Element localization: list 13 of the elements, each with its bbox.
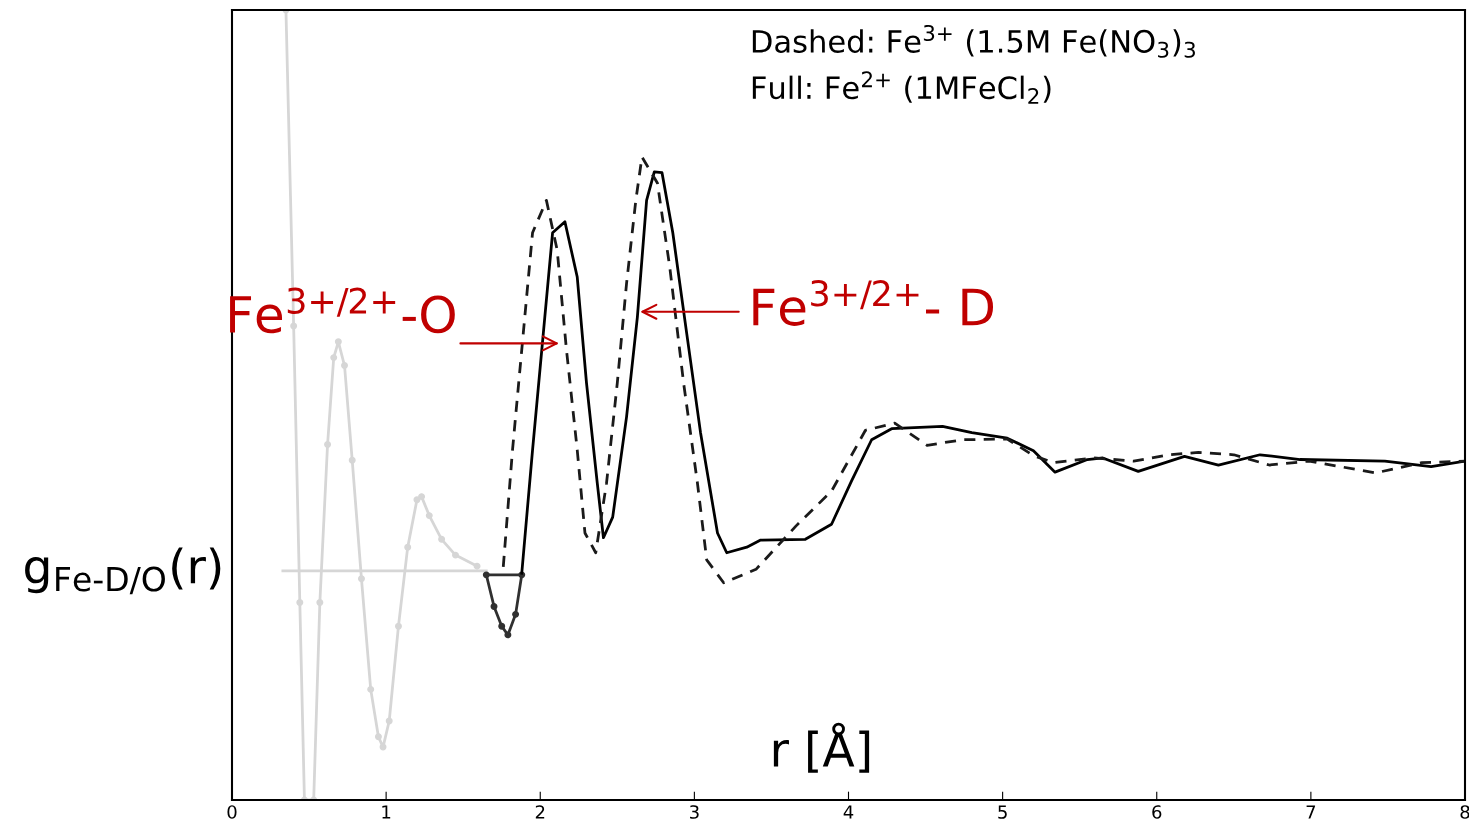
x-tick-label: 8 [1460, 805, 1469, 819]
x-tick-label: 1 [382, 805, 391, 819]
annotation: Fe$^{3+/2+}$- D [753, 280, 994, 326]
x-tick-label: 6 [1152, 805, 1162, 819]
x-axis-title: r [Å] [773, 722, 870, 773]
y-axis-title: g$_{Fe-D/O}$(r) [25, 547, 221, 595]
x-tick-label: 4 [843, 805, 854, 819]
x-tick-label: 0 [227, 805, 237, 819]
x-tick-label: 7 [1306, 805, 1316, 819]
x-tick-label: 2 [535, 805, 545, 819]
text: Dashed: Fe$^{3+}$ (1.5M Fe(NO$_{3}$)$_{3}$ Full: Fe$^{2+}$ (1MFeCl$_{2}$) [752, 24, 1195, 104]
x-tick-label: 3 [690, 805, 699, 819]
x-tick-label: 5 [998, 805, 1007, 819]
